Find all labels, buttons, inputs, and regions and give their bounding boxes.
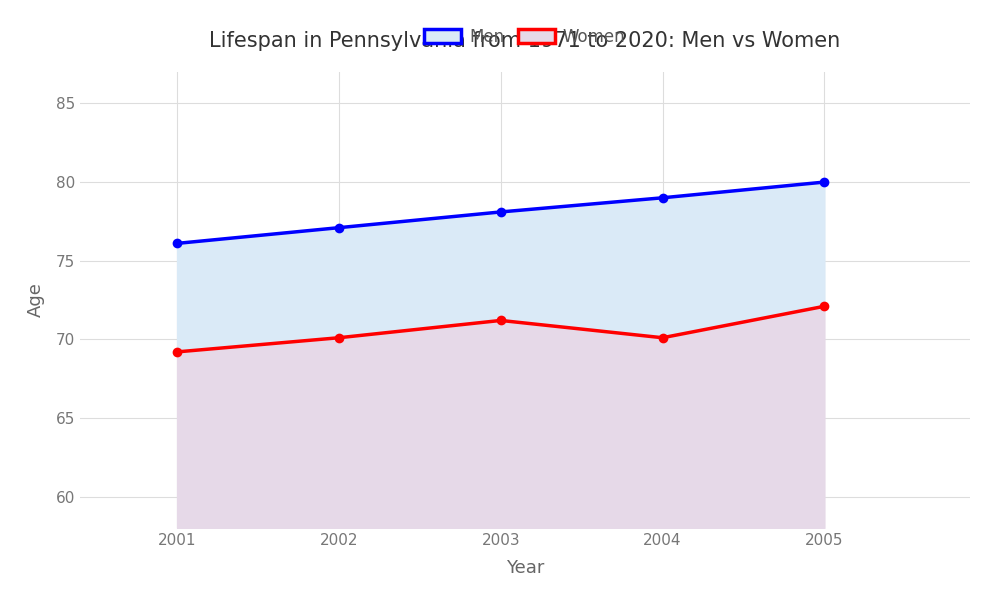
Y-axis label: Age: Age — [27, 283, 45, 317]
Legend: Men, Women: Men, Women — [418, 21, 632, 52]
X-axis label: Year: Year — [506, 559, 544, 577]
Title: Lifespan in Pennsylvania from 1971 to 2020: Men vs Women: Lifespan in Pennsylvania from 1971 to 20… — [209, 31, 841, 51]
